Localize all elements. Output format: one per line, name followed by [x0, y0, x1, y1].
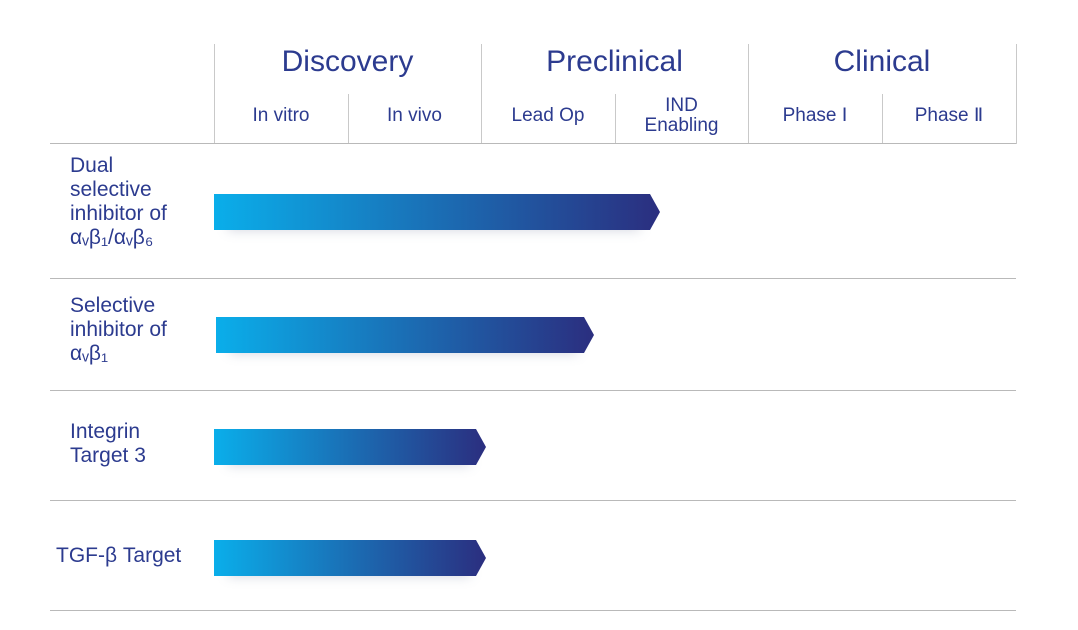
program-label-line: Target 3 — [70, 444, 146, 467]
substage-phase-1: Phase Ⅰ — [782, 105, 848, 126]
program-label-dual-selective: Dual selective inhibitor of αᵥβ₁/αᵥβ₆ — [70, 154, 167, 250]
program-label-line: Dual — [70, 154, 114, 177]
grid-hline-header — [50, 143, 1016, 144]
grid-vline — [214, 44, 215, 144]
program-label-line: Integrin — [70, 420, 141, 443]
substage-ind-enabling: IND Enabling — [644, 95, 719, 136]
stage-preclinical: Preclinical — [546, 45, 683, 78]
substage-lead-op: Lead Op — [511, 105, 585, 126]
grid-hline-row — [50, 500, 1016, 501]
grid-hline-row — [50, 278, 1016, 279]
substage-in-vitro: In vitro — [252, 105, 310, 126]
program-label-line: TGF-β Target — [56, 544, 182, 567]
grid-hline-row — [50, 390, 1016, 391]
grid-vline — [1016, 44, 1017, 144]
program-label-formula: αᵥβ₁/αᵥβ₆ — [70, 226, 154, 249]
grid-vline — [748, 44, 749, 144]
grid-vline — [615, 94, 616, 144]
program-label-integrin-target-3: Integrin Target 3 — [70, 420, 146, 468]
grid-vline — [882, 94, 883, 144]
substage-in-vivo: In vivo — [387, 105, 442, 126]
grid-vline — [481, 44, 482, 144]
progress-arrow-tgf-beta-target — [214, 540, 486, 576]
progress-arrow-selective — [216, 317, 594, 353]
program-label-tgf-beta-target: TGF-β Target — [56, 544, 181, 568]
stage-discovery: Discovery — [281, 45, 414, 78]
progress-arrow-integrin-target-3 — [214, 429, 486, 465]
substage-phase-2: Phase Ⅱ — [914, 105, 984, 126]
stage-clinical: Clinical — [833, 45, 931, 78]
grid-vline — [348, 94, 349, 144]
program-label-line: Selective — [70, 294, 156, 317]
program-label-selective: Selective inhibitor of αᵥβ₁ — [70, 294, 167, 366]
program-label-line: inhibitor of — [70, 202, 167, 225]
program-label-formula: αᵥβ₁ — [70, 342, 109, 365]
progress-arrow-dual-selective — [214, 194, 660, 230]
program-label-line: inhibitor of — [70, 318, 167, 341]
grid-hline-row — [50, 610, 1016, 611]
program-label-line: selective — [70, 178, 152, 201]
